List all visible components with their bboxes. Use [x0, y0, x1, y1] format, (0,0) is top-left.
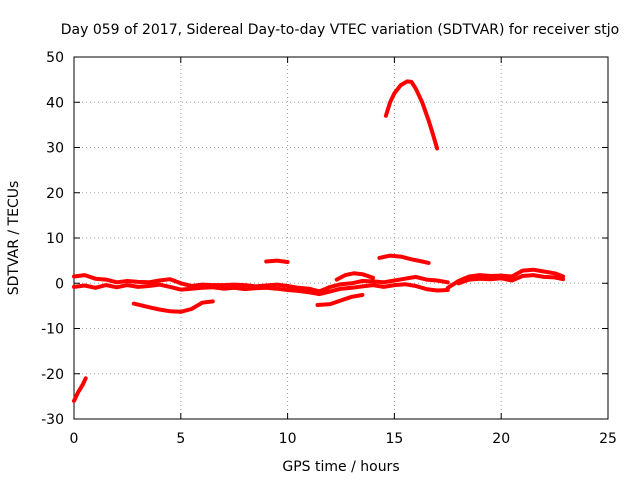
y-tick-label: 0 [55, 276, 64, 292]
axis-ticks: -30 -20 -10 0 10 20 30 40 50 0 5 10 15 20 25 [41, 50, 617, 447]
series-plateau-14-to-16h [377, 253, 431, 265]
y-axis-label: SDTVAR / TECUs [6, 181, 22, 296]
y-tick-label: 10 [46, 231, 64, 247]
y-tick-label: 20 [46, 186, 64, 202]
series-early-descent [72, 376, 88, 403]
x-tick-label: 15 [385, 431, 403, 447]
x-tick-label: 20 [492, 431, 510, 447]
data-series [72, 79, 566, 403]
y-tick-label: -10 [41, 322, 64, 338]
series-late-band [445, 267, 566, 290]
x-axis-label: GPS time / hours [282, 459, 399, 475]
series-peak-15-to-17h [383, 79, 440, 151]
y-tick-label: 40 [46, 95, 64, 111]
y-tick-label: -20 [41, 367, 64, 383]
x-tick-label: 25 [599, 431, 617, 447]
x-tick-label: 0 [70, 431, 79, 447]
series-dip-3-to-7h [131, 299, 215, 314]
y-tick-label: 50 [46, 50, 64, 66]
y-tick-label: 30 [46, 141, 64, 157]
series-short-10h [264, 258, 290, 264]
series-main-band-upper [72, 273, 450, 294]
series-dip-11-to-13h [315, 293, 365, 307]
x-tick-label: 10 [279, 431, 297, 447]
grid [74, 57, 608, 419]
y-tick-label: -30 [41, 412, 64, 428]
series-late-band-lower [456, 273, 566, 286]
chart-title: Day 059 of 2017, Sidereal Day-to-day VTE… [61, 22, 619, 38]
series-main-band-lower [72, 282, 450, 297]
x-tick-label: 5 [176, 431, 185, 447]
series-bump-12-to-14h [334, 271, 375, 282]
